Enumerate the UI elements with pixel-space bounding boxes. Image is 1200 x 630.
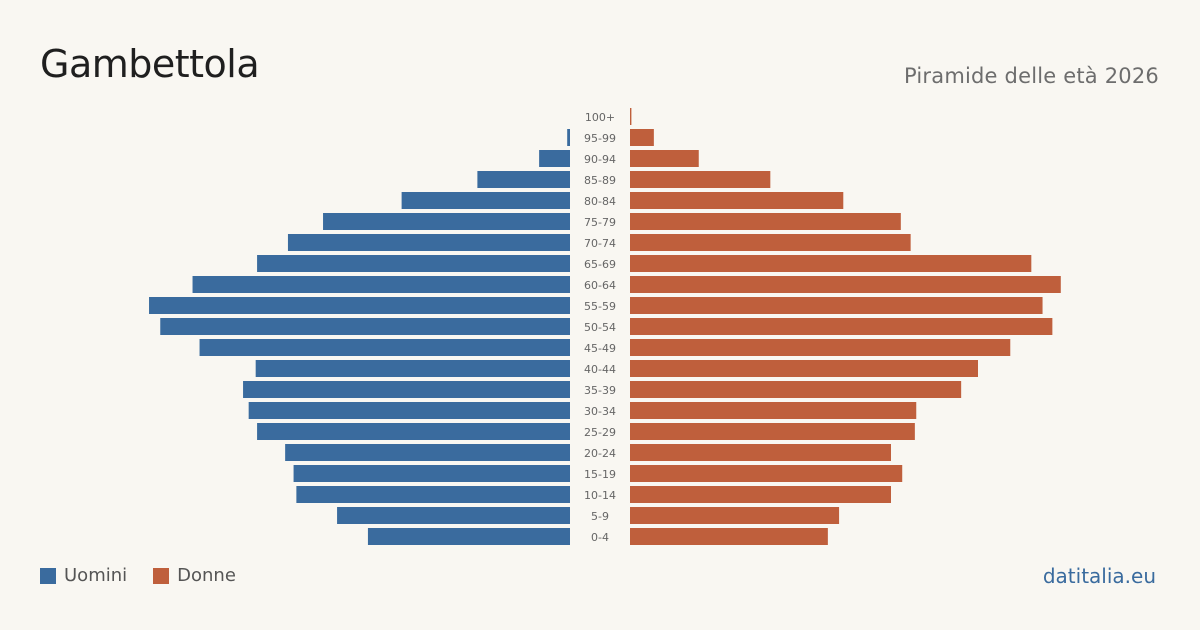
bar-men-85-89 xyxy=(477,171,570,188)
bar-men-30-34 xyxy=(248,402,570,419)
bar-men-70-74 xyxy=(287,234,570,251)
bar-men-65-69 xyxy=(257,255,570,272)
bar-women-60-64 xyxy=(630,276,1061,293)
bar-men-10-14 xyxy=(296,486,570,503)
legend-swatch-women xyxy=(153,567,170,584)
bar-women-20-24 xyxy=(630,444,891,461)
legend-item-men: Uomini xyxy=(40,565,127,586)
bar-men-50-54 xyxy=(160,318,571,335)
age-tick-label: 90-94 xyxy=(584,153,616,166)
bar-women-75-79 xyxy=(630,213,901,230)
legend-swatch-men xyxy=(40,567,56,584)
bar-women-85-89 xyxy=(630,171,771,188)
age-tick-label: 35-39 xyxy=(584,384,616,397)
bar-women-10-14 xyxy=(630,486,891,503)
bar-men-20-24 xyxy=(285,444,570,461)
age-tick-label: 65-69 xyxy=(584,258,616,271)
page-title: Gambettola xyxy=(40,42,260,86)
bar-women-5-9 xyxy=(630,507,840,524)
bar-women-40-44 xyxy=(630,360,978,377)
age-tick-label: 75-79 xyxy=(584,216,616,229)
age-tick-label: 15-19 xyxy=(584,468,616,481)
bar-women-15-19 xyxy=(630,465,903,482)
age-tick-label: 80-84 xyxy=(584,195,616,208)
bar-men-95-99 xyxy=(567,129,570,146)
age-tick-label: 20-24 xyxy=(584,447,616,460)
bar-women-95-99 xyxy=(630,129,654,146)
bar-women-70-74 xyxy=(630,234,911,251)
age-tick-label: 50-54 xyxy=(584,321,616,334)
age-tick-label: 45-49 xyxy=(584,342,616,355)
age-tick-label: 10-14 xyxy=(584,489,616,502)
bar-men-55-59 xyxy=(149,297,570,314)
legend-label-women: Donne xyxy=(177,565,236,586)
age-tick-label: 60-64 xyxy=(584,279,616,292)
legend-item-women: Donne xyxy=(153,565,236,586)
bar-women-25-29 xyxy=(630,423,915,440)
age-tick-label: 70-74 xyxy=(584,237,616,250)
bar-women-90-94 xyxy=(630,150,699,167)
bar-women-55-59 xyxy=(630,297,1043,314)
bar-men-90-94 xyxy=(539,150,570,167)
bar-men-35-39 xyxy=(243,381,570,398)
age-tick-label: 85-89 xyxy=(584,174,616,187)
bar-men-5-9 xyxy=(337,507,570,524)
brand-link[interactable]: datitalia.eu xyxy=(1042,564,1156,588)
bar-women-45-49 xyxy=(630,339,1011,356)
bar-women-100+ xyxy=(630,108,632,125)
bar-women-80-84 xyxy=(630,192,844,209)
bar-women-30-34 xyxy=(630,402,917,419)
age-tick-label: 40-44 xyxy=(584,363,616,376)
age-tick-label: 25-29 xyxy=(584,426,616,439)
bar-men-40-44 xyxy=(255,360,570,377)
bar-men-15-19 xyxy=(293,465,570,482)
bar-men-60-64 xyxy=(192,276,570,293)
age-tick-label: 5-9 xyxy=(591,510,609,523)
chart-subtitle: Piramide delle età 2026 xyxy=(903,64,1159,88)
bar-men-75-79 xyxy=(323,213,570,230)
age-tick-label: 55-59 xyxy=(584,300,616,313)
bar-women-0-4 xyxy=(630,528,828,545)
bar-men-45-49 xyxy=(199,339,570,356)
legend: Uomini Donne xyxy=(40,565,262,586)
age-tick-label: 0-4 xyxy=(591,531,609,544)
legend-label-men: Uomini xyxy=(64,565,128,586)
bar-men-80-84 xyxy=(401,192,570,209)
age-tick-label: 95-99 xyxy=(584,132,616,145)
age-tick-label: 100+ xyxy=(585,111,615,124)
bar-women-50-54 xyxy=(630,318,1053,335)
bar-men-25-29 xyxy=(257,423,570,440)
age-tick-label: 30-34 xyxy=(584,405,616,418)
bar-women-35-39 xyxy=(630,381,962,398)
bar-men-0-4 xyxy=(367,528,570,545)
bar-women-65-69 xyxy=(630,255,1032,272)
